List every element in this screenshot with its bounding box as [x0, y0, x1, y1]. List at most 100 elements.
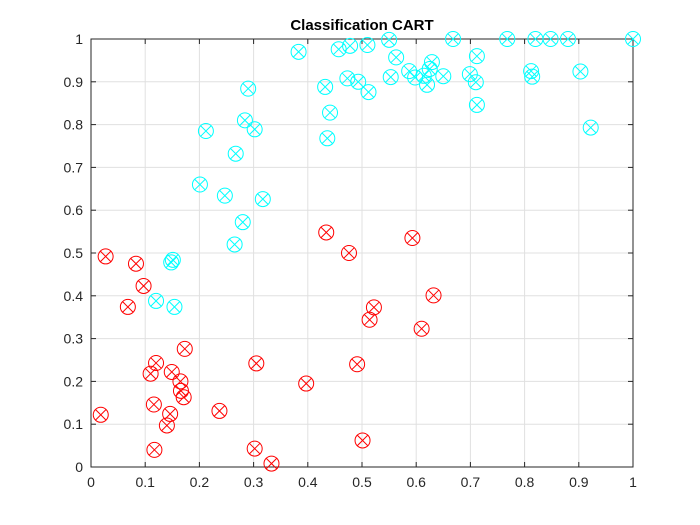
data-point — [582, 119, 599, 136]
point-marker-circle — [318, 224, 335, 241]
point-marker-circle — [164, 251, 181, 268]
data-point — [175, 389, 192, 406]
point-marker-circle — [216, 187, 233, 204]
point-marker-cross — [319, 81, 331, 93]
point-marker-circle — [401, 63, 418, 80]
point-marker-cross — [544, 33, 557, 45]
point-marker-circle — [135, 277, 152, 294]
point-marker-cross — [122, 301, 134, 313]
point-marker-cross — [343, 247, 355, 259]
data-point — [360, 84, 377, 101]
data-point — [340, 245, 357, 261]
point-marker-cross — [178, 391, 190, 403]
y-tick-label: 0.2 — [64, 373, 84, 389]
data-point — [349, 356, 366, 373]
point-marker-cross — [164, 408, 176, 420]
point-marker-circle — [524, 68, 541, 85]
data-point — [365, 299, 382, 316]
point-marker-cross — [361, 39, 374, 51]
data-point — [361, 311, 378, 328]
point-marker-cross — [627, 33, 639, 45]
point-marker-circle — [142, 365, 159, 382]
point-marker-circle — [359, 36, 376, 53]
point-marker-cross — [421, 79, 433, 91]
point-marker-cross — [352, 76, 364, 88]
point-marker-circle — [382, 69, 399, 86]
data-point — [145, 396, 162, 413]
point-marker-circle — [572, 63, 589, 80]
point-marker-cross — [470, 76, 482, 88]
point-marker-circle — [197, 123, 214, 140]
point-marker-circle — [360, 84, 377, 101]
point-marker-cross — [168, 301, 181, 313]
data-point — [467, 74, 484, 91]
point-marker-circle — [381, 31, 398, 48]
point-marker-circle — [365, 299, 382, 316]
point-marker-circle — [254, 191, 271, 208]
point-marker-cross — [324, 106, 336, 119]
series-class-1 — [92, 224, 442, 472]
point-marker-cross — [363, 314, 376, 326]
point-marker-cross — [320, 226, 332, 239]
point-marker-circle — [542, 31, 559, 47]
point-marker-circle — [246, 121, 263, 138]
point-marker-cross — [344, 40, 356, 52]
data-point — [135, 277, 152, 294]
data-point — [461, 66, 478, 83]
data-point — [388, 49, 405, 66]
point-marker-cross — [213, 405, 226, 417]
point-marker-circle — [559, 31, 576, 47]
data-point — [92, 406, 109, 423]
point-marker-circle — [354, 432, 371, 449]
point-marker-circle — [322, 104, 339, 121]
point-marker-circle — [97, 248, 114, 265]
data-point — [354, 432, 371, 449]
data-point — [382, 69, 399, 86]
point-marker-cross — [585, 121, 597, 134]
data-point — [240, 80, 257, 97]
point-marker-circle — [246, 440, 263, 457]
point-marker-cross — [471, 50, 483, 62]
data-point — [191, 176, 208, 193]
point-marker-cross — [464, 68, 476, 80]
data-point — [236, 112, 253, 129]
point-marker-cross — [362, 86, 375, 98]
y-tick-label: 0 — [75, 459, 83, 475]
point-marker-cross — [562, 33, 574, 45]
point-marker-cross — [137, 280, 150, 292]
point-marker-cross — [99, 250, 112, 263]
data-point — [419, 76, 436, 93]
point-marker-cross — [230, 148, 242, 160]
point-marker-cross — [130, 258, 142, 270]
point-marker-circle — [625, 31, 641, 47]
point-marker-cross — [426, 56, 438, 68]
point-marker-circle — [461, 66, 478, 83]
axis-ticks: 0 0.1 0.2 0.3 0.4 0.5 0.6 0.7 0.8 0.9 1 0 0.1 0.2 0.3 0… — [64, 31, 638, 490]
point-marker-circle — [148, 292, 165, 309]
data-point — [146, 441, 163, 458]
x-tick-label: 0.8 — [515, 474, 535, 490]
point-marker-cross — [368, 301, 380, 314]
data-point — [166, 298, 183, 315]
point-marker-circle — [236, 112, 253, 129]
point-marker-cross — [415, 323, 428, 335]
point-marker-circle — [445, 31, 462, 47]
x-tick-label: 0.1 — [135, 474, 155, 490]
point-marker-cross — [437, 70, 449, 82]
x-tick-label: 0.9 — [569, 474, 589, 490]
point-marker-cross — [167, 254, 179, 266]
point-marker-cross — [341, 72, 354, 85]
point-marker-circle — [119, 298, 136, 315]
data-point — [350, 73, 367, 90]
y-tick-label: 0.7 — [64, 159, 84, 175]
data-points — [92, 31, 641, 472]
data-point — [425, 287, 442, 304]
point-marker-circle — [435, 68, 452, 85]
data-point — [572, 63, 589, 80]
point-marker-cross — [418, 70, 430, 82]
point-marker-circle — [146, 441, 163, 458]
point-marker-cross — [179, 343, 191, 355]
point-marker-circle — [175, 389, 192, 406]
point-marker-cross — [321, 132, 333, 144]
